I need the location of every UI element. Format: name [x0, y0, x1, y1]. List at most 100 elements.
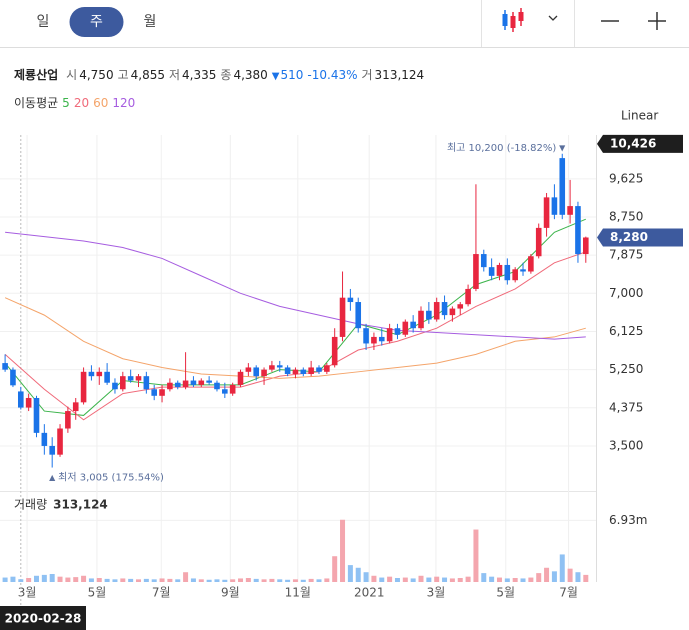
- volume-bar: [292, 579, 298, 582]
- candle-body: [386, 328, 393, 342]
- volume-bar: [206, 579, 212, 582]
- ma-line: [4, 251, 586, 421]
- candle-body: [10, 369, 16, 386]
- zoom-in[interactable]: [648, 12, 666, 30]
- volume-bar: [442, 577, 448, 582]
- candle-body: [402, 321, 409, 335]
- volume-bar: [222, 579, 228, 582]
- candle-body: [551, 197, 558, 215]
- x-tick-label: 2021: [354, 586, 385, 600]
- volume-bar: [269, 578, 275, 582]
- volume-bar: [544, 567, 550, 582]
- field-value: 4,750: [79, 68, 114, 82]
- candle-body: [331, 336, 338, 366]
- stock-name: 제룡산업: [14, 68, 59, 82]
- candle-body: [198, 380, 205, 385]
- change-pct: -10.43%: [307, 68, 358, 82]
- volume-bar: [167, 578, 173, 582]
- volume-bar: [183, 572, 189, 582]
- volume-bar: [316, 579, 322, 582]
- candle-body: [426, 310, 432, 320]
- dropdown-chevron[interactable]: [548, 15, 558, 21]
- price-label: 10,426: [610, 136, 656, 150]
- y-tick-label: 3,500: [609, 438, 643, 452]
- volume-bar: [402, 577, 408, 582]
- volume-bar: [489, 576, 495, 582]
- candle-body: [229, 384, 236, 394]
- candle-body: [80, 371, 87, 403]
- volume-bar: [347, 565, 353, 582]
- x-tick-label: 3월: [427, 586, 446, 600]
- volume-bar: [112, 579, 118, 582]
- volume-bar: [49, 573, 55, 582]
- candle-body: [57, 428, 63, 455]
- candle-body: [363, 328, 369, 344]
- candle-icon[interactable]: [502, 8, 524, 32]
- candle-body: [449, 308, 456, 316]
- candle-body: [72, 402, 79, 412]
- volume-bar: [512, 577, 518, 582]
- volume-value: 313,124: [374, 68, 425, 82]
- candle-body: [135, 376, 142, 381]
- volume-bar: [308, 578, 314, 582]
- candle-body: [347, 297, 354, 303]
- volume-bar: [230, 579, 236, 582]
- candle-body: [496, 264, 503, 276]
- y-tick-label: 8,750: [609, 209, 643, 223]
- tab[interactable]: 일: [37, 14, 50, 30]
- volume-bar: [418, 575, 424, 582]
- volume-bar: [65, 577, 71, 582]
- volume-bar: [151, 579, 157, 582]
- down-arrow: ▼: [271, 71, 280, 82]
- candle-body: [214, 382, 220, 390]
- scale-mode[interactable]: Linear: [621, 109, 658, 123]
- volume-bar: [18, 579, 24, 582]
- volume-bar: [26, 577, 32, 582]
- candle-body: [104, 371, 110, 383]
- field-value: 4,855: [130, 68, 165, 82]
- volume-bar: [575, 572, 581, 582]
- legend-entry: 120: [112, 96, 136, 110]
- y-tick-label: 6.93m: [609, 513, 647, 527]
- y-tick-label: 7,000: [609, 286, 643, 300]
- tab[interactable]: 주: [90, 14, 103, 30]
- volume-bar: [285, 579, 291, 582]
- x-tick-label: 11월: [285, 586, 311, 600]
- candle-body: [96, 371, 103, 377]
- candle-body: [316, 367, 322, 372]
- volume-bar: [473, 529, 479, 582]
- candle-body: [17, 391, 24, 408]
- volume-bar: [277, 579, 283, 582]
- volume-bar: [332, 556, 338, 582]
- volume-bar: [481, 573, 487, 582]
- volume-bar: [426, 577, 432, 582]
- candle-body: [575, 206, 581, 255]
- tab[interactable]: 월: [144, 14, 157, 30]
- candle-body: [120, 376, 126, 390]
- candle-body: [418, 310, 424, 329]
- annotation-marker: ▼: [559, 143, 566, 152]
- volume-bar: [496, 577, 502, 582]
- candle-body: [410, 321, 416, 329]
- candle-body: [465, 288, 471, 305]
- volume-bar: [340, 519, 346, 582]
- candle-body: [480, 254, 487, 268]
- legend-entry: 20: [73, 96, 90, 110]
- date-box: [0, 606, 86, 630]
- candle-body: [371, 336, 377, 344]
- volume-bar: [551, 571, 557, 582]
- x-tick-label: 3월: [18, 586, 37, 600]
- x-tick-label: 7월: [152, 586, 171, 600]
- candle-body: [2, 363, 8, 370]
- volume-bar: [175, 579, 181, 582]
- volume-bar: [434, 576, 440, 582]
- y-tick-label: 4,375: [609, 400, 643, 414]
- candle-body: [394, 328, 401, 335]
- annotation-marker: ▲: [49, 473, 56, 482]
- volume-bar: [371, 575, 377, 582]
- volume-bar: [73, 577, 79, 582]
- volume-bar: [355, 567, 361, 582]
- candle-body: [378, 336, 385, 342]
